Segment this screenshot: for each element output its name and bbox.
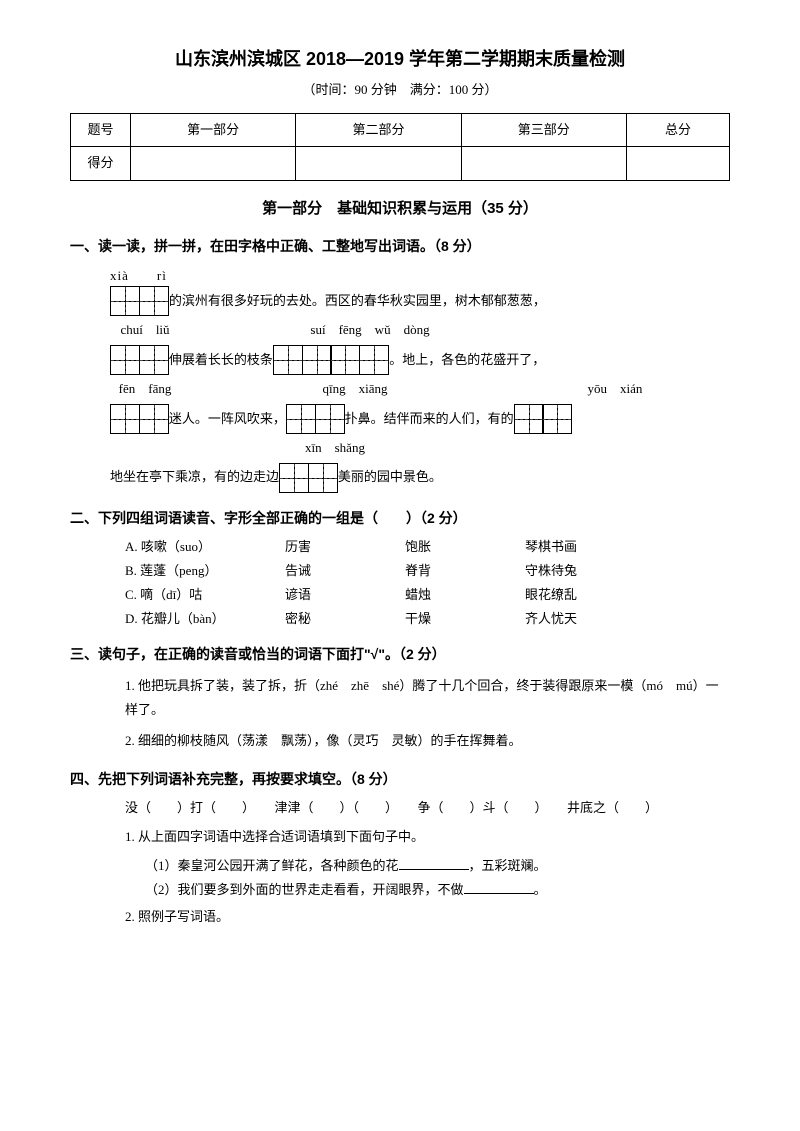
q2-cell: 谚语 (285, 585, 405, 606)
q1-text: 。地上，各色的花盛开了， (389, 350, 545, 371)
score-th: 第三部分 (461, 113, 626, 147)
score-cell[interactable] (626, 147, 729, 181)
q2-cell: B. 莲蓬（peng） (125, 561, 285, 582)
q4-text: ，五彩斑斓。 (469, 858, 547, 873)
score-cell[interactable] (296, 147, 461, 181)
q1-head: 一、读一读，拼一拼，在田字格中正确、工整地写出词语。（8 分） (70, 235, 730, 257)
q4-text: （2）我们要多到外面的世界走走看看，开阔眼界，不做 (145, 882, 464, 897)
q1-line: 迷人。一阵风吹来， 扑鼻。结伴而来的人们，有的 (110, 404, 730, 434)
q2-cell: 干燥 (405, 609, 525, 630)
q2-cell: 脊背 (405, 561, 525, 582)
q1-text: 的滨州有很多好玩的去处。西区的春华秋实园里，树木郁郁葱葱， (169, 291, 546, 312)
q4-sub1: 1. 从上面四字词语中选择合适词语填到下面句子中。 (125, 825, 730, 850)
score-th: 题号 (71, 113, 131, 147)
q1-pinyin-row: chuí liǔ suí fēng wǔ dòng (110, 320, 730, 341)
q1-text: 美丽的园中景色。 (338, 467, 442, 488)
score-th: 第二部分 (296, 113, 461, 147)
score-header-row: 题号 第一部分 第二部分 第三部分 总分 (71, 113, 730, 147)
fill-blank[interactable] (464, 881, 534, 894)
q4-text: （1）秦皇河公园开满了鲜花，各种颜色的花 (145, 858, 399, 873)
tianzi-grid[interactable] (110, 286, 169, 316)
q3-head: 三、读句子，在正确的读音或恰当的词语下面打"√"。（2 分） (70, 643, 730, 665)
q1-text: 迷人。一阵风吹来， (169, 409, 286, 430)
q1-line: 伸展着长长的枝条 。地上，各色的花盛开了， (110, 345, 730, 375)
q1-pinyin-row: xīn shǎng (110, 438, 730, 459)
exam-subtitle: （时间：90 分钟 满分：100 分） (70, 80, 730, 101)
q1-pinyin: yōu xián (580, 379, 650, 400)
q4-sub1-item: （1）秦皇河公园开满了鲜花，各种颜色的花 ，五彩斑斓。 (145, 856, 730, 877)
q4-text: 。 (534, 882, 547, 897)
score-cell[interactable] (131, 147, 296, 181)
score-row-label: 得分 (71, 147, 131, 181)
q1-pinyin: xià rì (110, 266, 730, 287)
q2-cell: 眼花缭乱 (525, 585, 645, 606)
part-title: 第一部分 基础知识积累与运用（35 分） (70, 197, 730, 221)
score-table: 题号 第一部分 第二部分 第三部分 总分 得分 (70, 113, 730, 182)
q4-idioms[interactable]: 没（ ）打（ ） 津津（ ）（ ） 争（ ）斗（ ） 井底之（ ） (125, 798, 730, 819)
q2-row[interactable]: A. 咳嗽（suo） 历害 饱胀 琴棋书画 (125, 537, 730, 558)
q1-pinyin-row: fēn fāng qīng xiāng yōu xián (110, 379, 730, 400)
q4-head: 四、先把下列词语补充完整，再按要求填空。（8 分） (70, 768, 730, 790)
q1-line: 的滨州有很多好玩的去处。西区的春华秋实园里，树木郁郁葱葱， (110, 286, 730, 316)
tianzi-grid[interactable] (286, 404, 345, 434)
score-value-row: 得分 (71, 147, 730, 181)
q1-pinyin: xīn shǎng (295, 438, 375, 459)
score-th: 第一部分 (131, 113, 296, 147)
q1-line: 地坐在亭下乘凉，有的边走边 美丽的园中景色。 (110, 463, 730, 493)
q2-cell: 密秘 (285, 609, 405, 630)
tianzi-grid[interactable] (279, 463, 338, 493)
q1-pinyin: chuí liǔ (110, 320, 180, 341)
q4-sub1-item: （2）我们要多到外面的世界走走看看，开阔眼界，不做 。 (145, 880, 730, 901)
q2-head: 二、下列四组词语读音、字形全部正确的一组是（ ）（2 分） (70, 507, 730, 529)
score-cell[interactable] (461, 147, 626, 181)
q1-pinyin: fēn fāng (110, 379, 180, 400)
q2-cell: 历害 (285, 537, 405, 558)
q2-row[interactable]: C. 嘀（dī）咕 谚语 蜡烛 眼花缭乱 (125, 585, 730, 606)
q2-cell: 守株待兔 (525, 561, 645, 582)
score-th: 总分 (626, 113, 729, 147)
q2-cell: 蜡烛 (405, 585, 525, 606)
q2-cell: 琴棋书画 (525, 537, 645, 558)
tianzi-grid[interactable] (514, 404, 573, 434)
q2-cell: 告诫 (285, 561, 405, 582)
q1-text: 扑鼻。结伴而来的人们，有的 (345, 409, 514, 430)
q2-row[interactable]: D. 花瓣儿（bàn） 密秘 干燥 齐人忧天 (125, 609, 730, 630)
tianzi-grid[interactable] (110, 404, 169, 434)
q2-options: A. 咳嗽（suo） 历害 饱胀 琴棋书画 B. 莲蓬（peng） 告诫 脊背 … (125, 537, 730, 629)
q4-sub2: 2. 照例子写词语。 (125, 905, 730, 930)
q1-text: 伸展着长长的枝条 (169, 350, 273, 371)
q2-cell: D. 花瓣儿（bàn） (125, 609, 285, 630)
q1-pinyin: qīng xiāng (310, 379, 400, 400)
q2-cell: A. 咳嗽（suo） (125, 537, 285, 558)
tianzi-grid[interactable] (273, 345, 389, 375)
q1-text: 地坐在亭下乘凉，有的边走边 (110, 467, 279, 488)
fill-blank[interactable] (399, 857, 469, 870)
exam-title: 山东滨州滨城区 2018—2019 学年第二学期期末质量检测 (70, 45, 730, 74)
q2-row[interactable]: B. 莲蓬（peng） 告诫 脊背 守株待兔 (125, 561, 730, 582)
q1-pinyin: suí fēng wǔ dòng (295, 320, 445, 341)
q2-cell: 饱胀 (405, 537, 525, 558)
q3-sub: 2. 细细的柳枝随风（荡漾 飘荡），像（灵巧 灵敏）的手在挥舞着。 (125, 729, 730, 754)
q3-sub: 1. 他把玩具拆了装，装了拆，折（zhé zhē shé）腾了十几个回合，终于装… (125, 674, 730, 723)
q2-cell: C. 嘀（dī）咕 (125, 585, 285, 606)
q2-cell: 齐人忧天 (525, 609, 645, 630)
tianzi-grid[interactable] (110, 345, 169, 375)
